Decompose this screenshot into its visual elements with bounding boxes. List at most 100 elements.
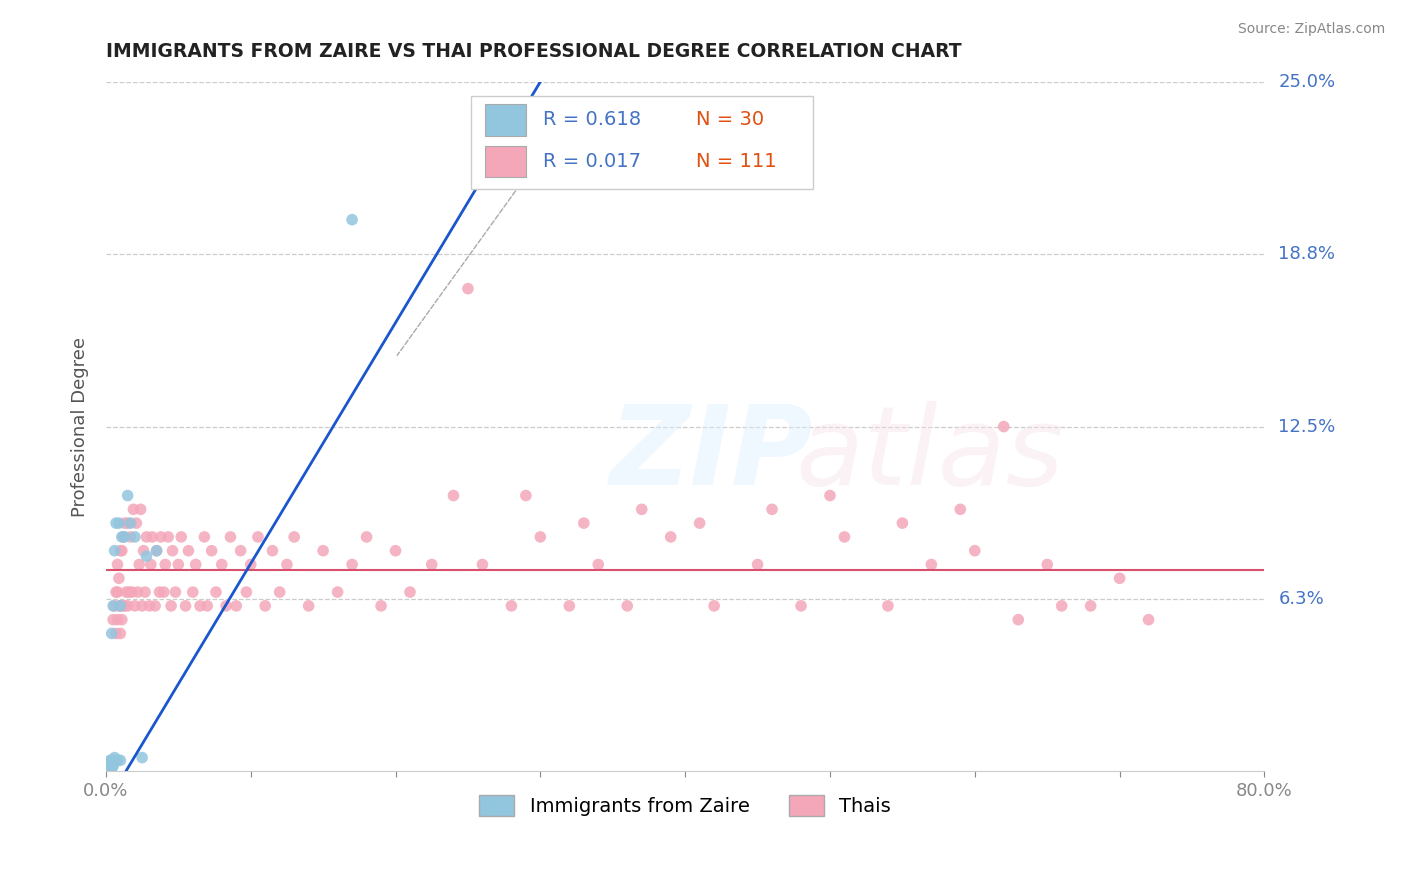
Point	[340, 558, 363, 572]
Point	[107, 585, 129, 599]
Point	[949, 502, 972, 516]
Point	[107, 613, 129, 627]
Point	[184, 558, 207, 572]
Point	[501, 599, 523, 613]
Point	[201, 543, 224, 558]
Point	[920, 558, 942, 572]
Point	[117, 489, 139, 503]
Point	[572, 516, 595, 530]
Point	[127, 585, 149, 599]
Point	[891, 516, 914, 530]
Point	[128, 558, 150, 572]
Text: 6.3%: 6.3%	[1278, 590, 1324, 608]
Point	[356, 530, 378, 544]
Point	[97, 762, 120, 776]
Point	[834, 530, 856, 544]
Point	[790, 599, 813, 613]
Point	[149, 530, 172, 544]
Point	[101, 613, 124, 627]
Point	[135, 530, 157, 544]
Point	[101, 759, 124, 773]
Point	[110, 626, 132, 640]
Point	[246, 530, 269, 544]
Point	[100, 626, 122, 640]
Point	[111, 543, 134, 558]
Point	[141, 530, 163, 544]
Point	[877, 599, 900, 613]
Point	[457, 282, 479, 296]
Point	[120, 530, 142, 544]
Point	[219, 530, 242, 544]
Point	[443, 489, 465, 503]
Point	[298, 599, 321, 613]
Y-axis label: Professional Degree: Professional Degree	[72, 336, 89, 516]
Point	[108, 516, 131, 530]
Point	[1108, 571, 1130, 585]
Point	[98, 753, 121, 767]
Point	[112, 530, 135, 544]
Text: 25.0%: 25.0%	[1278, 73, 1336, 91]
Point	[211, 558, 233, 572]
Point	[121, 585, 143, 599]
Point	[117, 599, 139, 613]
Point	[110, 599, 132, 613]
Point	[703, 599, 725, 613]
Point	[818, 489, 841, 503]
Point	[165, 585, 187, 599]
Point	[215, 599, 238, 613]
Point	[105, 585, 128, 599]
Point	[132, 543, 155, 558]
Point	[100, 753, 122, 767]
Point	[148, 585, 170, 599]
Point	[1080, 599, 1102, 613]
Point	[125, 516, 148, 530]
Point	[107, 558, 129, 572]
Point	[471, 558, 494, 572]
Point	[114, 516, 136, 530]
Point	[1137, 613, 1160, 627]
Point	[993, 419, 1015, 434]
Point	[108, 571, 131, 585]
Text: IMMIGRANTS FROM ZAIRE VS THAI PROFESSIONAL DEGREE CORRELATION CHART: IMMIGRANTS FROM ZAIRE VS THAI PROFESSION…	[105, 42, 962, 61]
Point	[135, 549, 157, 564]
Point	[276, 558, 298, 572]
Text: 18.8%: 18.8%	[1278, 245, 1336, 263]
Point	[659, 530, 682, 544]
Point	[131, 599, 153, 613]
Point	[384, 543, 406, 558]
Point	[105, 626, 128, 640]
Point	[269, 585, 291, 599]
Point	[114, 599, 136, 613]
Point	[283, 530, 305, 544]
Point	[111, 613, 134, 627]
Point	[157, 530, 180, 544]
Point	[105, 753, 128, 767]
Point	[117, 516, 139, 530]
Text: ZIP: ZIP	[610, 401, 813, 508]
Point	[963, 543, 986, 558]
Point	[134, 585, 156, 599]
Point	[105, 516, 128, 530]
Point	[188, 599, 211, 613]
Point	[229, 543, 252, 558]
Point	[153, 585, 176, 599]
Point	[558, 599, 581, 613]
Point	[1036, 558, 1059, 572]
Point	[111, 530, 134, 544]
Point	[515, 489, 537, 503]
Point	[235, 585, 257, 599]
Point	[143, 599, 166, 613]
Point	[129, 502, 152, 516]
Point	[588, 558, 610, 572]
Point	[100, 762, 122, 776]
Point	[98, 759, 121, 773]
Point	[110, 753, 132, 767]
Point	[174, 599, 197, 613]
Point	[1007, 613, 1029, 627]
Point	[630, 502, 652, 516]
Point	[167, 558, 190, 572]
Legend: Immigrants from Zaire, Thais: Immigrants from Zaire, Thais	[471, 787, 898, 823]
Point	[124, 599, 146, 613]
Point	[145, 543, 167, 558]
Point	[761, 502, 783, 516]
